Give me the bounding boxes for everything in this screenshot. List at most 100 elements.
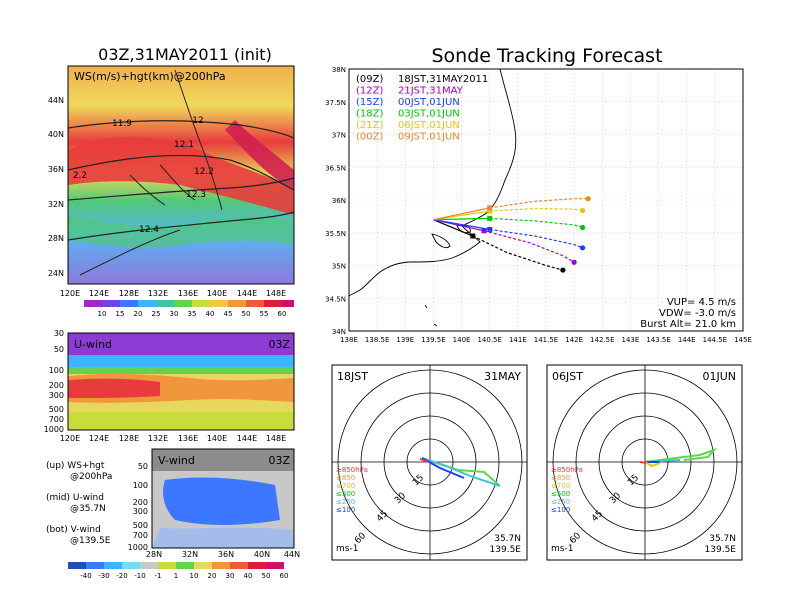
legend-time: 03JST,01JUN: [398, 109, 460, 120]
ws-lat-axis: 44N 40N 36N 32N 28N 24N: [48, 96, 64, 278]
contour-label: 12.4: [139, 225, 159, 235]
svg-text:≤100: ≤100: [551, 506, 570, 514]
svg-text:40N: 40N: [48, 130, 64, 139]
svg-text:35: 35: [188, 310, 197, 318]
svg-text:36N: 36N: [218, 550, 234, 559]
svg-text:-40: -40: [80, 572, 91, 580]
hodograph-2: 06JST 01JUN ms-1 35.7N 139.5E 15 30 45 6…: [546, 364, 743, 561]
contour-label: 11.9: [112, 119, 132, 129]
burst-point: [470, 233, 476, 239]
svg-text:10: 10: [98, 310, 107, 318]
svg-text:30: 30: [54, 329, 64, 338]
map-lat-tick: 34N: [332, 328, 346, 336]
legend-time: 06JST,01JUN: [398, 120, 460, 131]
svg-text:50: 50: [138, 462, 148, 471]
svg-text:132E: 132E: [148, 289, 168, 298]
legend-run: (21Z): [356, 120, 383, 131]
svg-text:500: 500: [133, 521, 148, 530]
svg-text:≤500: ≤500: [336, 490, 355, 498]
svg-text:132E: 132E: [148, 434, 168, 443]
ws-lon-axis: 120E 124E 128E 132E 136E 140E 144E 148E: [60, 289, 286, 298]
svg-text:40N: 40N: [254, 550, 270, 559]
hodo1-date: 31MAY: [484, 370, 521, 383]
svg-text:100: 100: [49, 366, 64, 375]
panel-notes: (up) WS+hgt @200hPa (mid) U-wind @35.7N …: [46, 461, 112, 546]
landing-point: [579, 224, 586, 231]
legend-time: 21JST,31MAY: [398, 86, 464, 97]
burst-point: [487, 208, 493, 214]
ws-colorbar-ticks: 10 15 20 25 30 35 40 45 50 55 60: [98, 310, 287, 318]
wind-colorbar-ticks: -40 -30 -20 -10 -1 1 10 20 30 40 50 60: [80, 572, 288, 580]
svg-text:@200hPa: @200hPa: [70, 472, 112, 482]
svg-text:200: 200: [133, 498, 148, 507]
v-wind-label: V-wind: [158, 454, 195, 467]
svg-text:700: 700: [133, 531, 148, 540]
svg-text:≤850: ≤850: [551, 474, 570, 482]
track-line: [433, 219, 474, 237]
ws-colorbar: [84, 300, 294, 307]
legend-run: (00Z): [356, 132, 383, 143]
svg-text:50: 50: [54, 345, 64, 354]
svg-text:120E: 120E: [60, 289, 80, 298]
u-wind-label: U-wind: [74, 338, 112, 351]
sonde-params: VUP= 4.5 m/s VDW= -3.0 m/s Burst Alt= 21…: [640, 297, 736, 330]
svg-text:(mid) U-wind: (mid) U-wind: [46, 493, 104, 503]
burst-point: [487, 226, 493, 232]
svg-text:≤700: ≤700: [336, 482, 355, 490]
map-lon-tick: 143E: [622, 336, 640, 344]
u-wind-time: 03Z: [268, 338, 290, 351]
svg-text:124E: 124E: [89, 434, 109, 443]
hodo2-units: ms-1: [551, 544, 573, 554]
contour-label: 12.3: [186, 190, 206, 200]
svg-text:148E: 148E: [266, 289, 286, 298]
map-lon-tick: 144E: [678, 336, 696, 344]
hodograph-1: 18JST 31MAY ms-1 35.7N 139.5E 15 30 45 6…: [331, 364, 528, 561]
svg-text:(bot) V-wind: (bot) V-wind: [46, 525, 101, 535]
hodo2-lon: 139.5E: [705, 545, 737, 555]
svg-text:44N: 44N: [284, 550, 300, 559]
landing-point: [571, 259, 577, 265]
svg-text:≤500: ≤500: [551, 490, 570, 498]
track-line: [472, 235, 564, 271]
hodo2-date: 01JUN: [702, 370, 736, 383]
map-lon-tick: 139.5E: [421, 336, 445, 344]
svg-text:28N: 28N: [146, 550, 162, 559]
map-lon-tick: 141E: [509, 336, 527, 344]
track-line: [489, 228, 583, 249]
svg-text:≤850: ≤850: [336, 474, 355, 482]
svg-text:120E: 120E: [60, 434, 80, 443]
svg-text:144E: 144E: [237, 289, 257, 298]
svg-text:55: 55: [260, 310, 269, 318]
track-map: (09Z) 18JST,31MAY2011 (12Z) 21JST,31MAY (15Z…: [348, 68, 744, 332]
u-wind-panel: U-wind 03Z: [67, 332, 295, 431]
svg-text:50: 50: [242, 310, 251, 318]
map-lon-tick: 138.5E: [365, 336, 389, 344]
hodo1-time: 18JST: [337, 370, 368, 383]
svg-text:Burst Alt= 21.0 km: Burst Alt= 21.0 km: [640, 319, 736, 330]
map-lon-tick: 143.5E: [646, 336, 670, 344]
hodo2-time: 06JST: [552, 370, 583, 383]
burst-point: [487, 215, 493, 221]
map-lon-tick: 140E: [453, 336, 471, 344]
svg-text:32N: 32N: [48, 200, 64, 209]
svg-text:300: 300: [49, 391, 64, 400]
svg-text:300: 300: [133, 507, 148, 516]
left-title: 03Z,31MAY2011 (init): [98, 45, 272, 64]
v-wind-p-axis: 50 100 200 300 500 700 1000: [128, 462, 148, 552]
svg-text:25: 25: [152, 310, 161, 318]
svg-text:30: 30: [170, 310, 179, 318]
svg-text:60: 60: [280, 572, 289, 580]
contour-label: 2.2: [73, 171, 87, 181]
svg-text:40: 40: [244, 572, 253, 580]
svg-text:128E: 128E: [119, 289, 139, 298]
contour-label: 12: [192, 116, 203, 126]
svg-text:-20: -20: [116, 572, 127, 580]
landing-point: [579, 207, 586, 214]
track-line: [433, 219, 490, 231]
svg-text:24N: 24N: [48, 269, 64, 278]
burst-point: [487, 205, 493, 211]
svg-text:136E: 136E: [178, 289, 198, 298]
svg-text:28N: 28N: [48, 234, 64, 243]
svg-text:≤100: ≤100: [336, 506, 355, 514]
